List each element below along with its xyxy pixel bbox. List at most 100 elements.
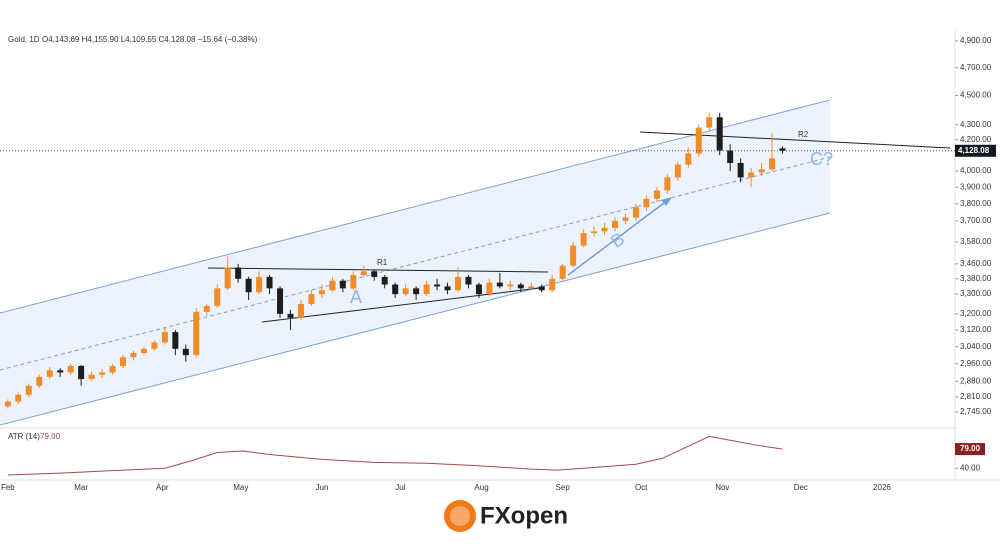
candle-body — [769, 158, 776, 170]
price-label-box — [955, 144, 996, 157]
atr-legend-value: 79.00 — [40, 432, 61, 441]
candle-body — [182, 348, 189, 356]
candle-body — [15, 394, 22, 402]
y-tick-label: 4,700.00 — [960, 63, 992, 72]
y-tick-label: 4,300.00 — [960, 120, 992, 129]
y-tick-label: 3,200.00 — [960, 309, 992, 318]
candle-body — [392, 284, 399, 295]
candle-body — [245, 278, 252, 293]
candle-body — [193, 311, 200, 356]
y-tick-label: 3,900.00 — [960, 182, 992, 191]
candle-body — [601, 227, 608, 232]
candle-body — [706, 117, 713, 128]
atr-line — [7, 435, 783, 476]
candle-body — [685, 153, 692, 165]
price-label: 4,128.08 — [958, 146, 990, 155]
candle-body — [413, 288, 420, 295]
channel-fill — [0, 100, 830, 425]
candle-body — [350, 275, 357, 289]
candle-body — [664, 177, 671, 191]
y-tick-label: 2,745.00 — [960, 407, 992, 416]
candle-body — [381, 276, 388, 285]
y-tick-label: 2,880.00 — [960, 376, 992, 385]
channel-upper — [0, 99, 831, 314]
candle-body — [371, 271, 378, 277]
y-tick-label: 3,300.00 — [960, 289, 992, 298]
candle-body — [277, 288, 284, 314]
x-tick-label: 2026 — [873, 483, 891, 492]
y-tick-label: 3,580.00 — [960, 237, 992, 246]
x-tick-label: Oct — [635, 483, 648, 492]
candle-body — [297, 303, 304, 318]
annotation-a: A — [350, 287, 362, 307]
candle-body — [632, 207, 639, 218]
x-tick-label: Dec — [794, 483, 808, 492]
annotation-r2: R2 — [798, 130, 809, 139]
y-tick-label: 4,000.00 — [960, 166, 992, 175]
candle-body — [779, 148, 786, 151]
candle-body — [486, 282, 493, 295]
candle-body — [444, 286, 451, 291]
x-tick-label: Jun — [315, 483, 328, 492]
candle-body — [140, 348, 147, 354]
chart-title: Gold, 1D — [8, 35, 40, 44]
candle-body — [57, 370, 64, 373]
candle-body — [643, 198, 650, 208]
candle-body — [130, 353, 137, 358]
candle-body — [622, 217, 629, 221]
plot-layer: 4,128.08 79.00 — [0, 40, 996, 476]
candle-body — [591, 231, 598, 234]
candle-body — [172, 332, 179, 349]
candle-body — [612, 220, 619, 228]
candle-body — [203, 305, 210, 312]
atr-label-box — [955, 443, 985, 456]
triangle-line — [261, 287, 541, 323]
candle-body — [517, 284, 524, 289]
candle-body — [580, 233, 587, 246]
candle-body — [496, 282, 503, 287]
candle-body — [528, 286, 535, 289]
candle-body — [308, 294, 315, 304]
x-tick-label: Sep — [556, 483, 571, 492]
candle-body — [339, 280, 346, 289]
x-tick-label: Aug — [474, 483, 488, 492]
r2-line — [639, 131, 951, 149]
candle-body — [36, 376, 43, 386]
candle-body — [475, 284, 482, 295]
y-tick-label: 4,900.00 — [960, 36, 992, 45]
candle-body — [538, 286, 545, 291]
channel-mid — [0, 156, 831, 371]
candle-body — [402, 288, 409, 295]
candle-body — [716, 117, 723, 151]
y-tick-label: 3,380.00 — [960, 274, 992, 283]
x-tick-label: May — [233, 483, 248, 492]
candle-body — [758, 169, 765, 173]
y-tick-label: 3,700.00 — [960, 216, 992, 225]
candle-body — [99, 372, 106, 375]
candle-body — [25, 385, 32, 395]
candle-body — [454, 276, 461, 291]
candle-body — [549, 278, 556, 291]
candle-body — [4, 401, 11, 407]
candle-body — [266, 276, 273, 289]
arrow-head — [661, 197, 672, 206]
y-tick-label: 3,040.00 — [960, 342, 992, 351]
x-tick-label: Nov — [715, 483, 729, 492]
y-tick-label: 3,800.00 — [960, 199, 992, 208]
candle-body — [727, 150, 734, 164]
candle-body — [109, 365, 116, 373]
candle-body — [256, 276, 263, 293]
candle-body — [329, 280, 336, 291]
annotation-c: C? — [810, 149, 833, 169]
annotation-r1: R1 — [377, 258, 388, 267]
x-tick-label: Mar — [74, 483, 88, 492]
candle-body — [748, 172, 755, 178]
candle-body — [465, 276, 472, 285]
candle-body — [570, 245, 577, 266]
candle-body — [151, 342, 158, 349]
r1-line — [207, 267, 549, 273]
candle-body — [737, 163, 744, 178]
candle-body — [559, 265, 566, 279]
candle-body — [507, 284, 514, 287]
y-tick-label: 40.00 — [960, 463, 981, 472]
